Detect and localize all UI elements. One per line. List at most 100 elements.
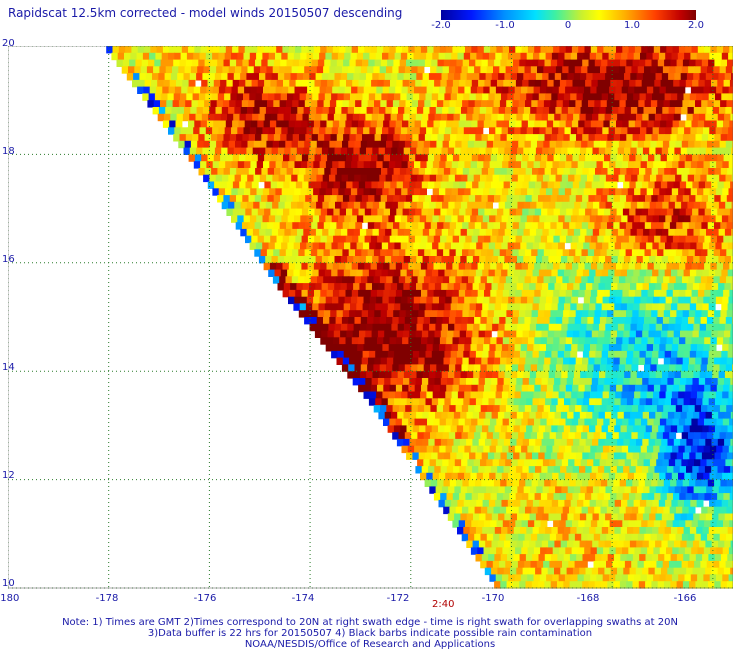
swath-cell [627,296,635,305]
swath-cell [404,66,412,74]
swath-cell [497,154,504,162]
swath-cell [357,188,365,196]
swath-cell [497,79,504,88]
swath-cell [461,364,469,372]
swath-cell [505,317,513,325]
swath-cell [601,269,609,277]
swath-cell [677,269,685,277]
swath-cell [470,52,477,61]
swath-cell [132,79,139,88]
swath-cell [727,93,733,101]
swath-cell [391,371,399,379]
swath-cell [498,147,505,155]
swath-cell [692,378,700,386]
swath-cell [623,113,631,122]
swath-cell [598,181,605,189]
swath-cell [666,262,674,271]
swath-cell [677,350,685,359]
swath-cell [590,120,598,128]
swath-cell [468,222,476,230]
swath-cell [539,188,547,196]
swath-cell [546,296,553,305]
swath-cell [493,140,500,149]
swath-cell [507,215,515,223]
swath-cell [608,269,615,277]
swath-cell [156,86,163,94]
swath-cell [689,398,697,406]
swath-cell [415,378,423,386]
swath-cell [390,113,398,122]
swath-cell [197,140,205,149]
swath-cell [439,296,446,305]
swath-cell [679,262,686,271]
swath-cell [669,405,677,413]
swath-cell [615,445,623,454]
swath-cell [589,52,597,61]
swath-cell [244,161,251,169]
swath-cell [564,398,571,406]
swath-cell [478,378,486,386]
swath-cell [198,59,206,67]
swath-cell [554,378,561,386]
swath-cell [587,249,595,257]
swath-cell [629,466,637,474]
swath-cell [386,100,394,108]
swath-cell [665,52,673,61]
swath-cell [639,452,646,460]
swath-cell [450,134,457,142]
swath-cell [505,140,513,149]
swath-cell [398,107,405,115]
swath-cell [413,188,421,196]
swath-cell [567,147,575,155]
swath-cell [547,113,555,122]
swath-cell [267,168,275,176]
swath-cell [277,113,285,122]
swath-cell [715,472,723,481]
swath-cell [572,384,579,393]
swath-cell [262,52,270,61]
swath-cell [354,107,361,115]
swath-cell [267,134,275,142]
swath-cell [682,249,690,257]
swath-cell [224,127,232,135]
swath-cell [449,405,457,413]
swath-cell [364,289,372,298]
swath-cell [721,93,729,101]
swath-cell [701,59,709,67]
swath-cell [604,466,612,474]
swath-cell [684,188,692,196]
swath-cell [513,452,520,460]
swath-cell [509,384,516,393]
swath-cell [349,222,356,230]
swath-cell [647,493,655,501]
swath-cell [637,317,645,325]
swath-cell [419,127,427,135]
swath-cell [641,466,649,474]
swath-cell [336,134,344,142]
swath-cell [288,262,296,271]
swath-cell [630,201,638,210]
swath-cell [384,256,392,264]
swath-cell [530,174,538,183]
swath-cell [645,398,653,406]
swath-cell [595,499,603,508]
swath-cell [425,242,433,250]
swath-cell [611,411,619,420]
swath-cell [541,79,548,88]
swath-cell [704,46,711,54]
swath-cell [572,337,579,345]
swath-cell [580,486,588,494]
swath-cell [702,303,710,311]
swath-cell [468,405,475,413]
swath-cell [295,120,302,128]
swath-cell [444,350,452,359]
swath-cell [106,46,114,54]
swath-cell [623,466,630,474]
swath-cell [510,256,518,264]
swath-cell [431,195,438,203]
swath-cell [143,86,151,94]
swath-cell [563,168,571,176]
swath-cell [647,120,655,128]
swath-cell [411,364,418,372]
swath-cell [723,120,730,128]
